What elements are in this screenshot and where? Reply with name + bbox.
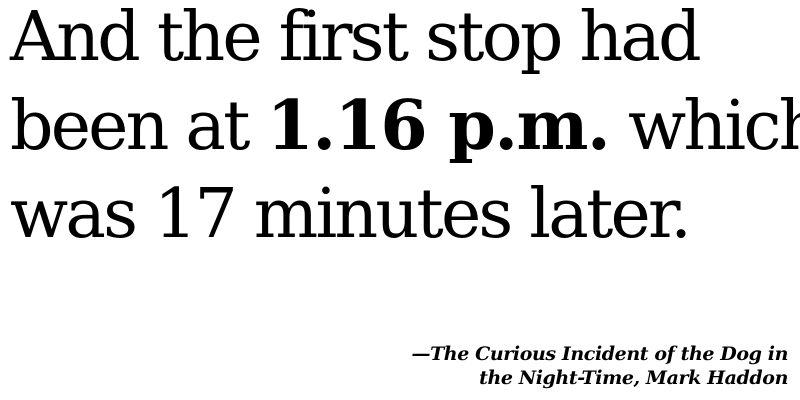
quote-text-segment: been at <box>10 87 267 166</box>
attribution-line: —The Curious Incident of the Dog in <box>411 343 788 365</box>
quote-text-segment: which <box>609 87 800 166</box>
attribution-line: the Night-Time, Mark Haddon <box>479 367 788 389</box>
quote-line: was 17 minutes later. <box>10 175 692 254</box>
quote-text: And the first stop had been at 1.16 p.m.… <box>10 0 800 259</box>
attribution: —The Curious Incident of the Dog in the … <box>411 342 788 390</box>
highlighted-time: 1.16 p.m. <box>266 86 611 166</box>
quote-line: been at 1.16 p.m. which <box>10 82 800 171</box>
quote-line: And the first stop had <box>10 0 702 77</box>
